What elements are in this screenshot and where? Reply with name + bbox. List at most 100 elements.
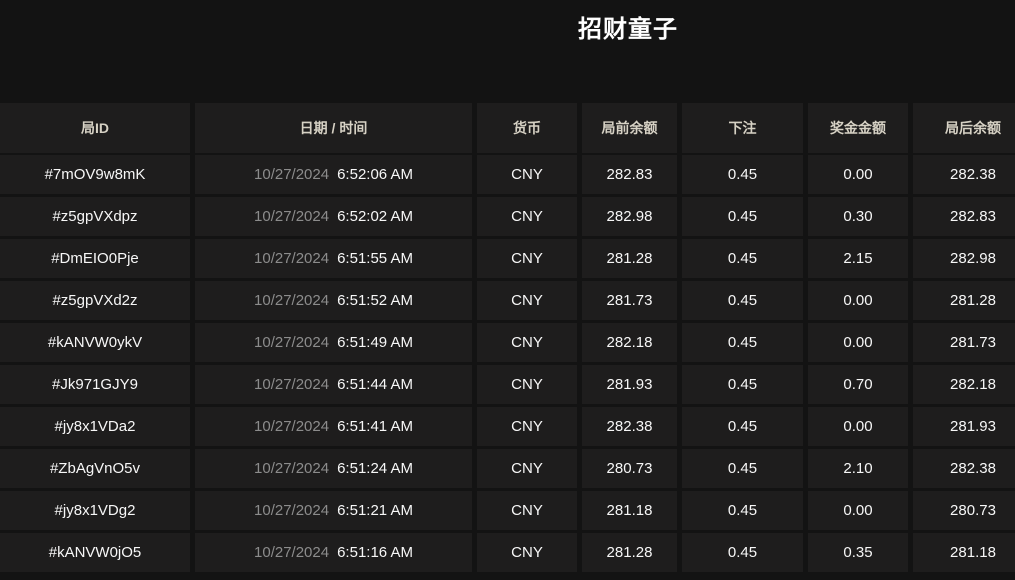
currency-cell: CNY [477, 197, 577, 236]
date-text: 10/27/2024 [254, 208, 330, 225]
time-text: 6:51:55 AM [337, 250, 413, 267]
datetime-cell: 10/27/2024 6:51:24 AM [195, 449, 472, 488]
balance-before-cell: 280.73 [582, 449, 677, 488]
datetime-cell: 10/27/2024 6:52:06 AM [195, 155, 472, 194]
datetime-cell: 10/27/2024 6:51:41 AM [195, 407, 472, 446]
table-row: #kANVW0ykV 10/27/2024 6:51:49 AM CNY 282… [0, 323, 1015, 362]
balance-before-cell: 281.28 [582, 239, 677, 278]
bet-cell: 0.45 [682, 407, 803, 446]
balance-before-cell: 281.28 [582, 533, 677, 572]
table-row: #kANVW0jO5 10/27/2024 6:51:16 AM CNY 281… [0, 533, 1015, 572]
datetime-cell: 10/27/2024 6:51:52 AM [195, 281, 472, 320]
bet-cell: 0.45 [682, 155, 803, 194]
bet-cell: 0.45 [682, 197, 803, 236]
prize-cell: 0.00 [808, 281, 908, 320]
balance-before-cell: 281.73 [582, 281, 677, 320]
table-row: #z5gpVXdpz 10/27/2024 6:52:02 AM CNY 282… [0, 197, 1015, 236]
column-header-datetime: 日期 / 时间 [195, 103, 472, 153]
balance-after-cell: 281.73 [913, 323, 1015, 362]
title-bar: 招财童子 [0, 0, 1015, 103]
balance-before-cell: 282.18 [582, 323, 677, 362]
date-text: 10/27/2024 [254, 460, 330, 477]
table-row: #DmEIO0Pje 10/27/2024 6:51:55 AM CNY 281… [0, 239, 1015, 278]
date-text: 10/27/2024 [254, 250, 330, 267]
round-id-cell: #kANVW0ykV [0, 323, 190, 362]
column-header-prize: 奖金金额 [808, 103, 908, 153]
currency-cell: CNY [477, 491, 577, 530]
currency-cell: CNY [477, 407, 577, 446]
datetime-cell: 10/27/2024 6:51:44 AM [195, 365, 472, 404]
balance-after-cell: 282.38 [913, 449, 1015, 488]
currency-cell: CNY [477, 281, 577, 320]
date-text: 10/27/2024 [254, 166, 330, 183]
prize-cell: 2.10 [808, 449, 908, 488]
round-id-cell: #7mOV9w8mK [0, 155, 190, 194]
time-text: 6:52:06 AM [337, 166, 413, 183]
time-text: 6:52:02 AM [337, 208, 413, 225]
table-row: #Jk971GJY9 10/27/2024 6:51:44 AM CNY 281… [0, 365, 1015, 404]
currency-cell: CNY [477, 323, 577, 362]
bet-cell: 0.45 [682, 365, 803, 404]
table-header-row: 局ID 日期 / 时间 货币 局前余额 下注 奖金金额 局后余额 [0, 103, 1015, 153]
datetime-cell: 10/27/2024 6:52:02 AM [195, 197, 472, 236]
table-row: #jy8x1VDg2 10/27/2024 6:51:21 AM CNY 281… [0, 491, 1015, 530]
column-header-bet: 下注 [682, 103, 803, 153]
prize-cell: 0.00 [808, 155, 908, 194]
balance-before-cell: 282.98 [582, 197, 677, 236]
balance-after-cell: 281.28 [913, 281, 1015, 320]
round-id-cell: #ZbAgVnO5v [0, 449, 190, 488]
bet-cell: 0.45 [682, 323, 803, 362]
currency-cell: CNY [477, 365, 577, 404]
table-row: #7mOV9w8mK 10/27/2024 6:52:06 AM CNY 282… [0, 155, 1015, 194]
bet-cell: 0.45 [682, 281, 803, 320]
bet-cell: 0.45 [682, 449, 803, 488]
round-id-cell: #z5gpVXd2z [0, 281, 190, 320]
prize-cell: 0.00 [808, 323, 908, 362]
column-header-round-id: 局ID [0, 103, 190, 153]
balance-before-cell: 281.18 [582, 491, 677, 530]
column-header-balance-before: 局前余额 [582, 103, 677, 153]
round-id-cell: #kANVW0jO5 [0, 533, 190, 572]
time-text: 6:51:16 AM [337, 544, 413, 561]
datetime-cell: 10/27/2024 6:51:21 AM [195, 491, 472, 530]
round-history-table: 局ID 日期 / 时间 货币 局前余额 下注 奖金金额 局后余额 #7mOV9w… [0, 103, 1015, 572]
date-text: 10/27/2024 [254, 334, 330, 351]
balance-before-cell: 281.93 [582, 365, 677, 404]
table-body: #7mOV9w8mK 10/27/2024 6:52:06 AM CNY 282… [0, 155, 1015, 572]
table-row: #z5gpVXd2z 10/27/2024 6:51:52 AM CNY 281… [0, 281, 1015, 320]
date-text: 10/27/2024 [254, 544, 330, 561]
column-header-currency: 货币 [477, 103, 577, 153]
round-id-cell: #DmEIO0Pje [0, 239, 190, 278]
date-text: 10/27/2024 [254, 376, 330, 393]
currency-cell: CNY [477, 533, 577, 572]
time-text: 6:51:21 AM [337, 502, 413, 519]
bet-cell: 0.45 [682, 491, 803, 530]
time-text: 6:51:52 AM [337, 292, 413, 309]
balance-after-cell: 282.38 [913, 155, 1015, 194]
balance-after-cell: 282.83 [913, 197, 1015, 236]
bet-cell: 0.45 [682, 239, 803, 278]
time-text: 6:51:41 AM [337, 418, 413, 435]
prize-cell: 0.70 [808, 365, 908, 404]
date-text: 10/27/2024 [254, 418, 330, 435]
currency-cell: CNY [477, 239, 577, 278]
round-id-cell: #jy8x1VDg2 [0, 491, 190, 530]
datetime-cell: 10/27/2024 6:51:16 AM [195, 533, 472, 572]
date-text: 10/27/2024 [254, 502, 330, 519]
currency-cell: CNY [477, 449, 577, 488]
time-text: 6:51:44 AM [337, 376, 413, 393]
currency-cell: CNY [477, 155, 577, 194]
balance-after-cell: 281.18 [913, 533, 1015, 572]
round-id-cell: #jy8x1VDa2 [0, 407, 190, 446]
balance-before-cell: 282.38 [582, 407, 677, 446]
table-row: #jy8x1VDa2 10/27/2024 6:51:41 AM CNY 282… [0, 407, 1015, 446]
balance-after-cell: 281.93 [913, 407, 1015, 446]
prize-cell: 0.00 [808, 491, 908, 530]
table-row: #ZbAgVnO5v 10/27/2024 6:51:24 AM CNY 280… [0, 449, 1015, 488]
balance-after-cell: 280.73 [913, 491, 1015, 530]
balance-after-cell: 282.18 [913, 365, 1015, 404]
column-header-balance-after: 局后余额 [913, 103, 1015, 153]
datetime-cell: 10/27/2024 6:51:49 AM [195, 323, 472, 362]
time-text: 6:51:24 AM [337, 460, 413, 477]
